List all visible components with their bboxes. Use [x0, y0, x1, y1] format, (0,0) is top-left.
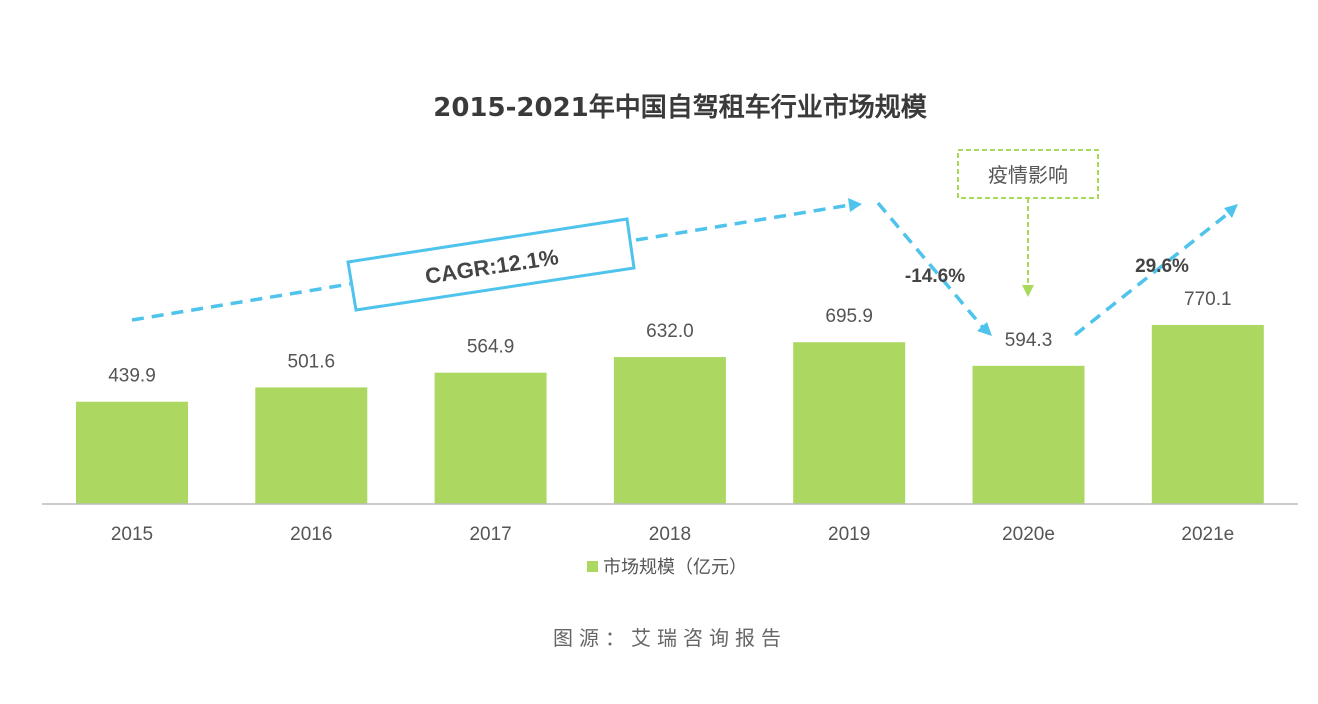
x-tick-label: 2021e: [1181, 524, 1234, 545]
bar-2015: [76, 401, 188, 504]
value-label: 501.6: [288, 351, 336, 372]
value-label: 439.9: [108, 366, 156, 387]
growth-label: 29.6%: [1135, 256, 1189, 277]
bar-2021e: [1151, 324, 1264, 504]
legend-swatch: [587, 561, 598, 572]
value-label: 770.1: [1184, 289, 1232, 310]
legend-label: 市场规模（亿元）: [603, 557, 747, 578]
cagr-trend-arrow: [131, 203, 851, 322]
x-tick-label: 2018: [649, 524, 691, 545]
bar-2016: [255, 387, 368, 504]
decline-arrow: [876, 201, 987, 332]
arrow-head-icon: [1224, 204, 1238, 218]
growth-arrow: [1073, 210, 1232, 337]
arrow-head-icon: [848, 198, 862, 212]
covid-label: 疫情影响: [988, 163, 1068, 187]
value-label: 564.9: [467, 337, 515, 358]
x-tick-label: 2017: [469, 524, 511, 545]
value-label: 695.9: [825, 306, 873, 327]
bar-2018: [613, 357, 726, 504]
x-tick-label: 2019: [828, 524, 870, 545]
value-label: 594.3: [1005, 330, 1053, 351]
x-tick-label: 2016: [290, 524, 332, 545]
bar-2020e: [972, 365, 1085, 504]
cagr-box: CAGR:12.1%: [346, 217, 636, 312]
source-note: 图源：艾瑞咨询报告: [553, 626, 787, 650]
decline-label: -14.6%: [905, 266, 965, 287]
x-tick-label: 2020e: [1002, 524, 1055, 545]
arrow-head-icon: [977, 322, 992, 336]
value-label: 632.0: [646, 321, 694, 342]
bar-2019: [793, 342, 906, 504]
covid-annotation: 疫情影响: [957, 149, 1099, 297]
chart-title: 2015-2021年中国自驾租车行业市场规模: [433, 92, 928, 123]
arrow-down-icon: [1022, 285, 1034, 297]
x-tick-label: 2015: [111, 524, 153, 545]
bar-2017: [434, 372, 547, 504]
